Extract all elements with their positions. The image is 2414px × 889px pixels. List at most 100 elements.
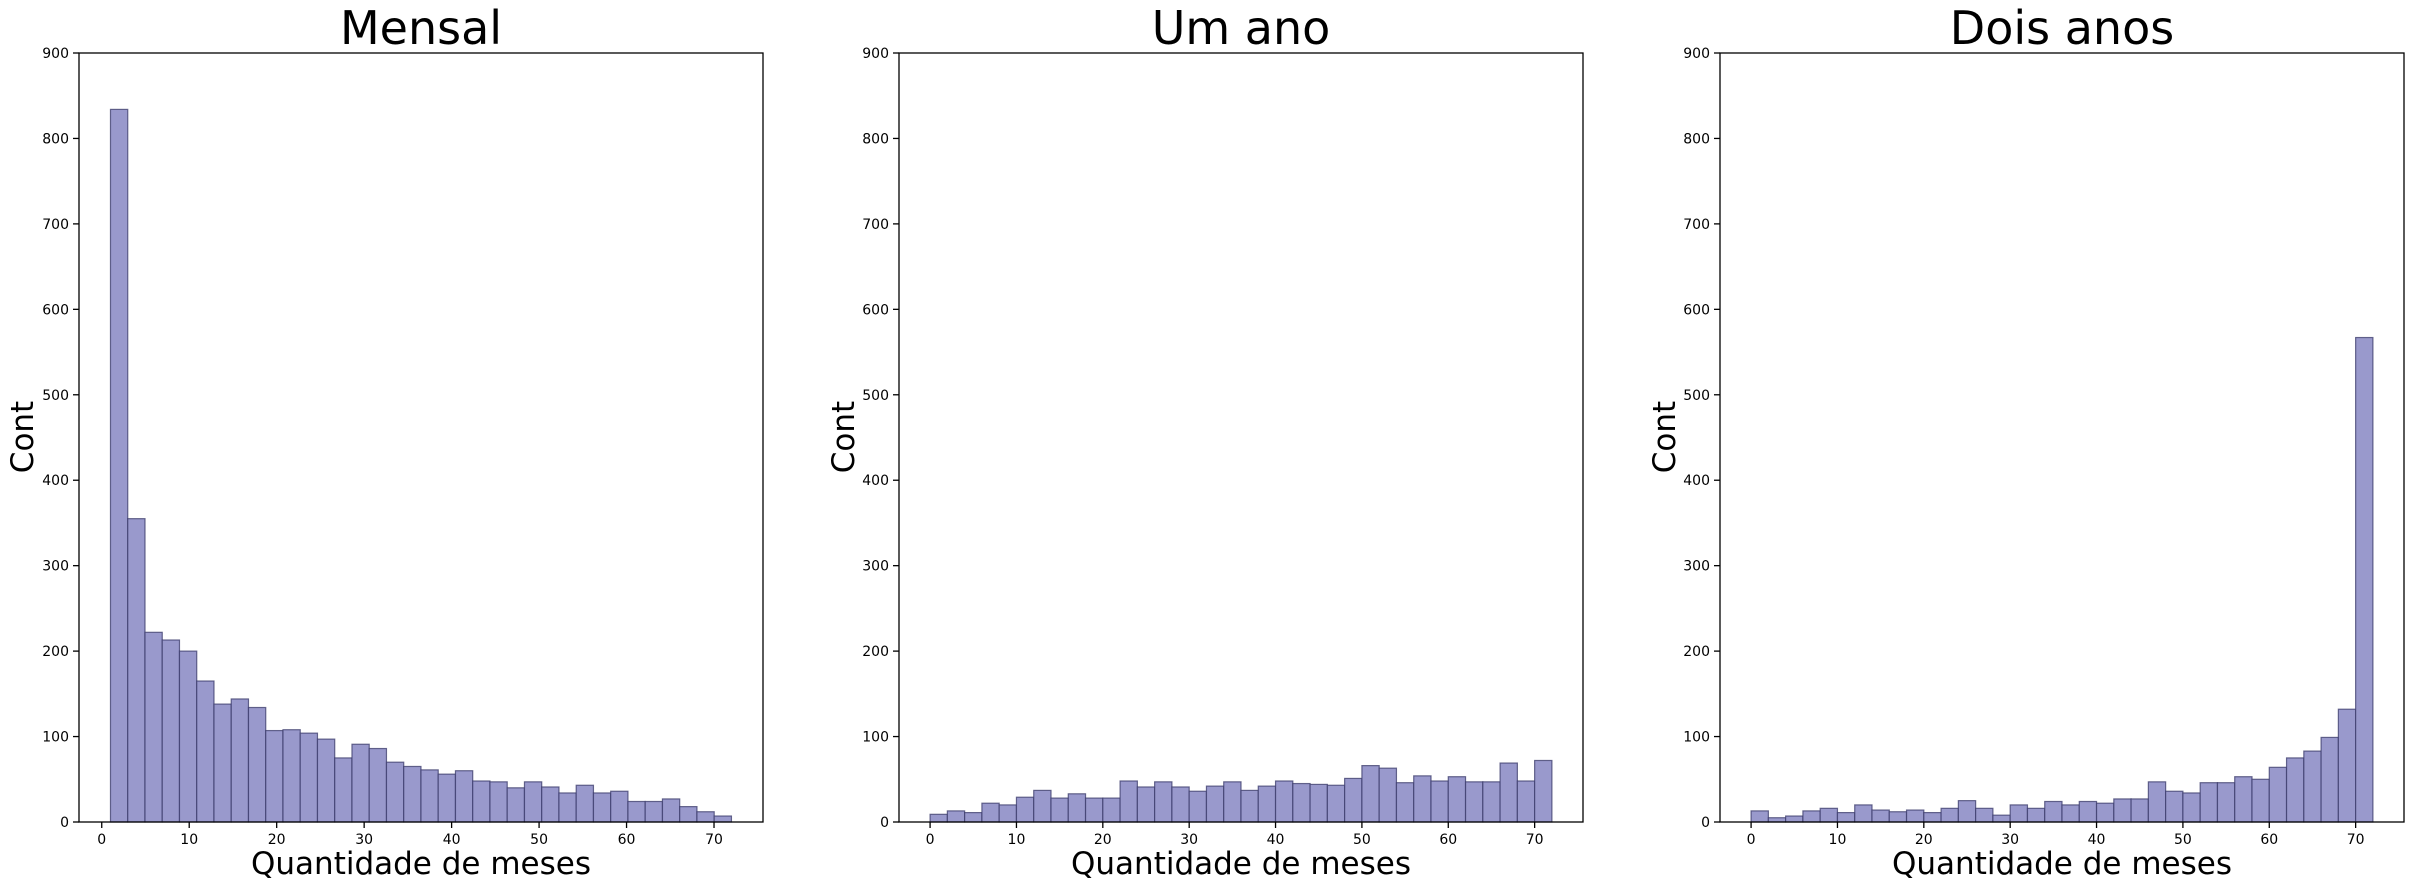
histogram-bar	[161, 639, 181, 823]
axes: 0 10 20 30 40 50 60 700100200300400500600700800…	[1683, 46, 2364, 848]
y-tick-label: 100	[42, 730, 69, 746]
histogram-bars	[109, 108, 733, 823]
histogram-bar	[1361, 765, 1380, 823]
x-tick-label: 40	[443, 832, 461, 848]
y-tick-label: 100	[862, 730, 889, 746]
x-tick-label: 0	[97, 832, 106, 848]
y-tick-label: 700	[862, 217, 889, 233]
histogram-bar	[1240, 789, 1259, 823]
y-tick-label: 600	[1683, 302, 1710, 318]
y-tick-label: 0	[880, 815, 889, 831]
histogram-bar	[2182, 792, 2201, 823]
histogram-bar	[282, 729, 301, 823]
histogram-bar	[575, 784, 595, 823]
y-axis-label: Cont	[5, 401, 41, 473]
histogram-bar	[627, 800, 646, 823]
histogram-bar	[368, 747, 388, 823]
y-tick-label: 900	[1683, 46, 1710, 62]
y-tick-label: 200	[42, 644, 69, 660]
histogram-bar	[998, 804, 1018, 823]
y-tick-label: 200	[1683, 644, 1710, 660]
y-tick-label: 0	[60, 815, 69, 831]
histogram-bar	[523, 781, 543, 823]
x-tick-label: 20	[1915, 832, 1933, 848]
histogram-bar	[1750, 810, 1769, 823]
histogram-bar	[2165, 790, 2184, 823]
plot-frame	[78, 52, 764, 823]
panel-title: Mensal	[340, 1, 502, 55]
histogram-bar	[1819, 807, 1839, 823]
plot-frame	[1719, 52, 2405, 823]
histogram-bar	[1923, 811, 1942, 823]
histogram-bar	[661, 798, 681, 823]
histogram-bar	[1836, 811, 1856, 823]
histogram-bar	[1957, 800, 1977, 823]
x-tick-label: 40	[2088, 832, 2106, 848]
histogram-bar	[1395, 782, 1415, 823]
histogram-bar	[1033, 789, 1052, 823]
y-tick-label: 900	[42, 46, 69, 62]
histogram-bar	[946, 810, 966, 823]
histogram-bar	[1940, 807, 1959, 823]
histogram-bar	[1516, 780, 1536, 823]
y-tick-label: 600	[42, 302, 69, 318]
histogram-bar	[592, 792, 612, 823]
panel-mensal: Mensal Cont Quantidade de meses 0 10 20 30 4…	[5, 1, 764, 882]
y-tick-label: 200	[862, 644, 889, 660]
x-axis-label: Quantidade de meses	[1071, 846, 1411, 882]
histogram-bar	[2303, 750, 2322, 823]
histogram-bar	[454, 770, 474, 823]
x-tick-label: 50	[2174, 832, 2192, 848]
x-tick-label: 70	[2347, 832, 2365, 848]
x-tick-label: 60	[618, 832, 636, 848]
histogram-bar	[2044, 800, 2063, 823]
histogram-bar	[713, 815, 733, 823]
histogram-bar	[2337, 708, 2357, 823]
axes: 0 10 20 30 40 50 60 700100200300400500600700800…	[862, 46, 1543, 848]
histogram-bar	[2320, 736, 2339, 823]
histogram-bar	[558, 792, 577, 823]
histogram-bar	[2113, 798, 2132, 823]
histogram-bar	[178, 650, 198, 823]
histogram-bar	[2355, 336, 2374, 823]
histogram-bars	[929, 759, 1553, 823]
x-tick-label: 50	[530, 832, 548, 848]
histogram-bar	[696, 811, 715, 823]
y-axis-label: Cont	[826, 401, 862, 473]
panel-dois-anos: Dois anos Cont Quantidade de meses 0 10 20…	[1647, 1, 2405, 882]
histogram-bar	[2009, 804, 2029, 823]
histogram-bar	[1378, 767, 1398, 823]
y-tick-label: 0	[1701, 815, 1710, 831]
y-axis-label: Cont	[1647, 401, 1683, 473]
histogram-bar	[1482, 781, 1501, 823]
x-tick-label: 40	[1267, 832, 1285, 848]
histogram-bar	[2095, 802, 2115, 823]
histogram-bar	[1119, 780, 1138, 823]
histogram-bar	[109, 108, 129, 823]
histogram-bar	[316, 738, 336, 823]
histogram-bar	[1084, 797, 1104, 823]
histogram-bar	[1344, 777, 1363, 823]
histogram-bar	[2199, 782, 2219, 823]
histogram-bar	[1223, 781, 1242, 823]
y-tick-label: 600	[862, 302, 889, 318]
panel-title: Dois anos	[1950, 1, 2174, 55]
histogram-bar	[299, 732, 319, 823]
histogram-bar	[127, 518, 146, 823]
y-tick-label: 700	[1683, 217, 1710, 233]
histogram-bar	[964, 811, 983, 823]
histogram-bar	[2061, 804, 2080, 823]
histogram-bar	[1992, 814, 2011, 823]
histogram-bar	[2234, 776, 2253, 823]
histogram-bar	[265, 729, 284, 823]
histogram-bar	[1309, 783, 1328, 823]
histogram-bar	[1447, 776, 1467, 823]
histogram-bar	[1430, 780, 1449, 823]
x-tick-label: 70	[705, 832, 723, 848]
histogram-bar	[1102, 797, 1121, 823]
histogram-bar	[247, 706, 267, 823]
panel-um-ano: Um ano Cont Quantidade de meses 0 10 20 30 4…	[826, 1, 1584, 882]
y-tick-label: 800	[42, 131, 69, 147]
y-tick-label: 100	[1683, 730, 1710, 746]
